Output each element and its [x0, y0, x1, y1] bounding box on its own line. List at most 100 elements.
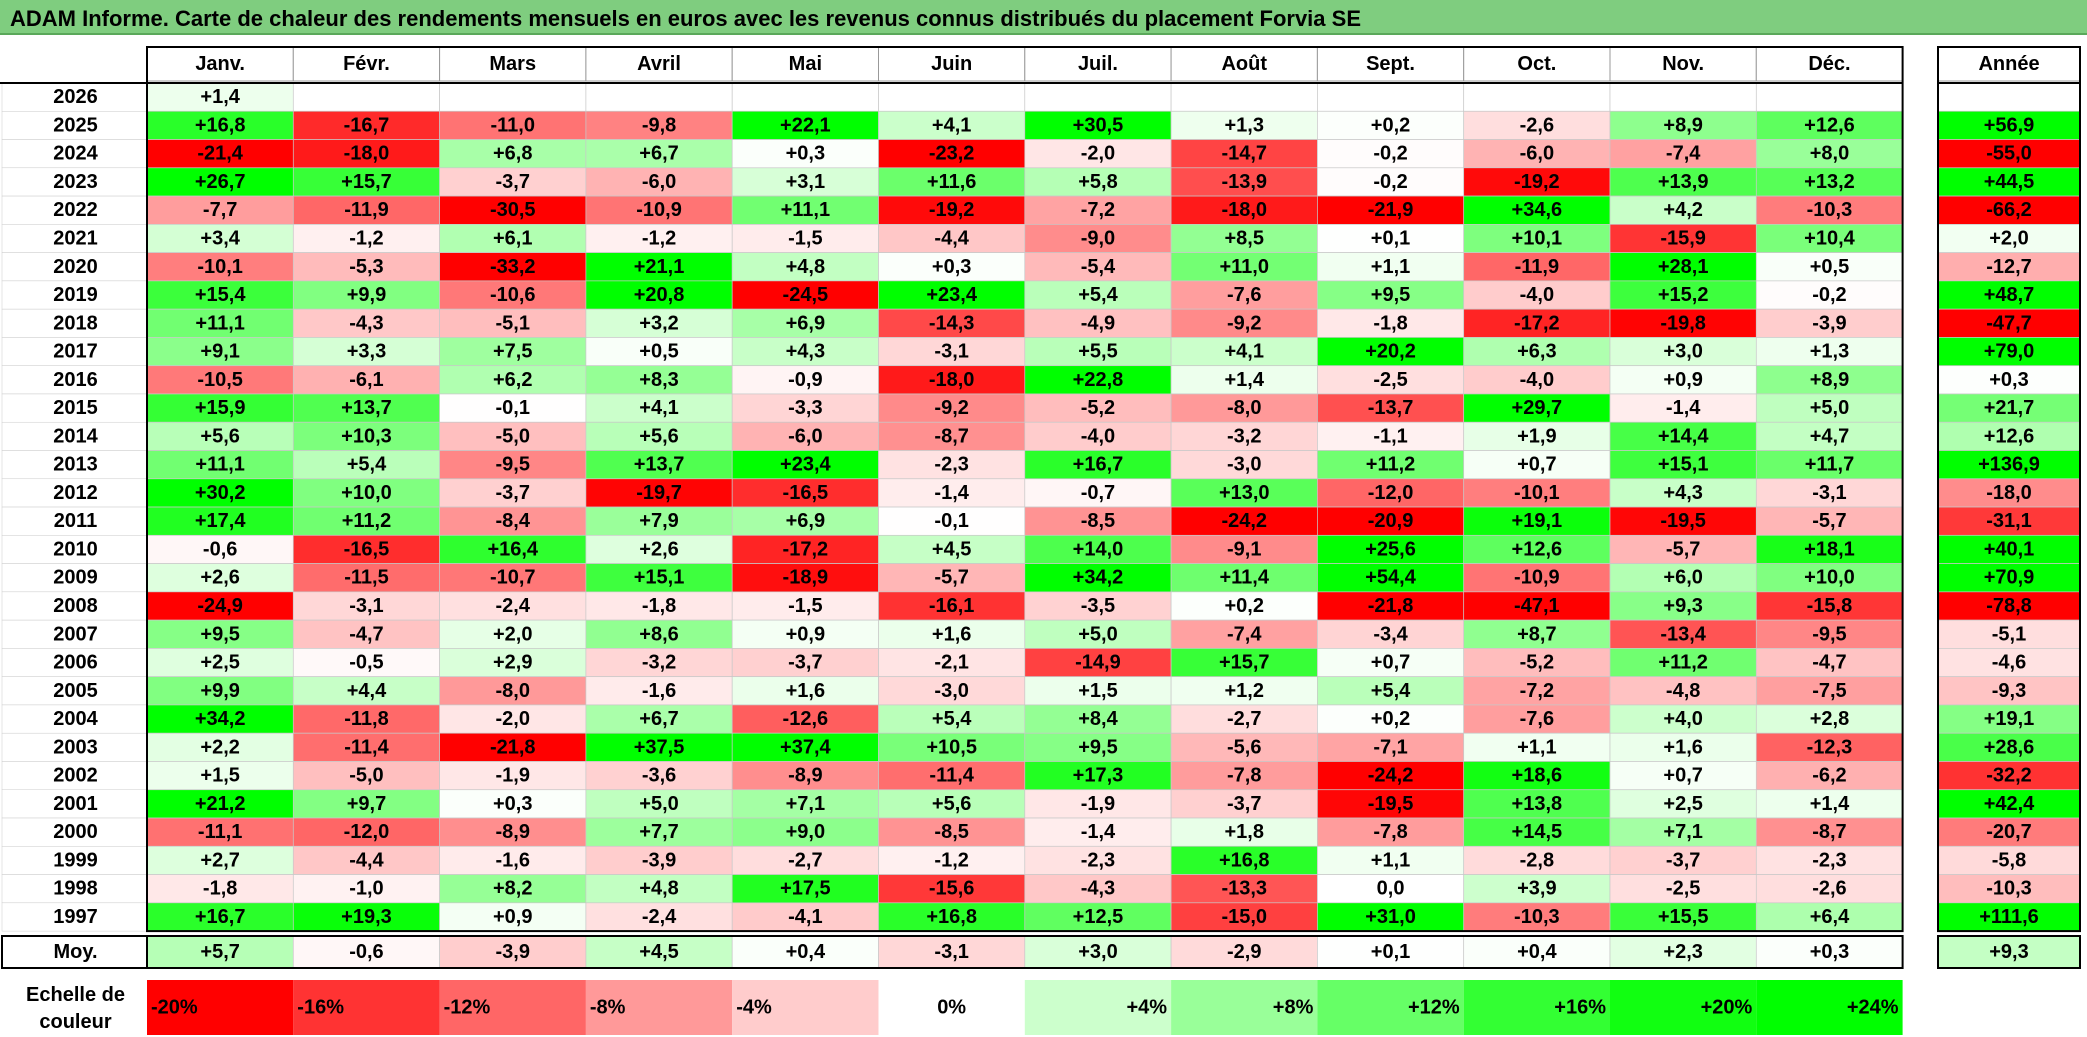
heatmap-cell-value: +20,8: [634, 284, 685, 306]
heatmap-cell: [731, 789, 879, 819]
heatmap-cell-value: -5,7: [1812, 510, 1846, 532]
heatmap-cell-value: +9,1: [200, 341, 239, 363]
heatmap-cell: [1317, 337, 1465, 367]
average-cell-value: +0,3: [1810, 941, 1849, 963]
heatmap-cell-value: -1,4: [1081, 821, 1116, 843]
year-label: 2016: [53, 369, 98, 391]
heatmap-cell: [1317, 563, 1465, 593]
heatmap-cell: [1024, 195, 1172, 225]
scale-stop-label: 0%: [937, 997, 966, 1019]
heatmap-cell-value: -14,3: [929, 312, 975, 334]
heatmap-cell-value: +6,0: [1663, 567, 1702, 589]
heatmap-cell-value: +6,8: [493, 143, 532, 165]
heatmap-cell-value: -1,4: [934, 482, 969, 504]
heatmap-cell-value: -5,7: [1666, 538, 1700, 560]
heatmap-cell: [1024, 534, 1172, 564]
heatmap-cell-value: -4,0: [1081, 425, 1115, 447]
heatmap-cell-value: -3,1: [934, 341, 968, 363]
year-label: 2025: [53, 114, 98, 136]
heatmap-cell: [1463, 110, 1611, 140]
annual-cell-value: +28,6: [1984, 736, 2035, 758]
heatmap-cell-value: -1,6: [642, 680, 676, 702]
heatmap-cell-value: -10,1: [1514, 482, 1560, 504]
heatmap-cell: [1609, 478, 1757, 508]
heatmap-cell-value: +12,6: [1804, 114, 1855, 136]
year-label-cell: [1, 393, 148, 423]
annual-cell: [1937, 845, 2081, 875]
heatmap-cell: [146, 789, 294, 819]
month-header-cell: [439, 46, 587, 82]
average-cell-value: -2,9: [1227, 941, 1261, 963]
annual-cell-value: -12,7: [1986, 256, 2032, 278]
heatmap-cell-value: +3,2: [639, 312, 678, 334]
heatmap-cell: [878, 337, 1026, 367]
heatmap-cell: [1609, 506, 1757, 536]
heatmap-cell: [1755, 817, 1903, 847]
heatmap-cell: [1317, 280, 1465, 310]
heatmap-cell-value: -5,0: [349, 765, 383, 787]
heatmap-cell: [1170, 450, 1318, 480]
heatmap-cell-value: +22,8: [1073, 369, 1124, 391]
heatmap-cell: [292, 365, 440, 395]
heatmap-cell: [1755, 902, 1903, 932]
heatmap-cell: [146, 591, 294, 621]
heatmap-cell-value: -5,2: [1081, 397, 1115, 419]
month-header-cell: [731, 46, 880, 82]
heatmap-cell: [1755, 365, 1903, 395]
heatmap-cell: [1317, 195, 1465, 225]
heatmap-cell: [1170, 902, 1318, 932]
heatmap-cell-value: -2,3: [1081, 849, 1115, 871]
heatmap-cell: [292, 224, 440, 253]
year-label: 2009: [53, 567, 98, 589]
heatmap-cell: [1463, 563, 1611, 593]
heatmap-cell: [1609, 591, 1757, 621]
annual-cell-value: +79,0: [1984, 341, 2035, 363]
heatmap-cell-value: +6,9: [786, 510, 825, 532]
heatmap-cell: [1755, 280, 1903, 310]
heatmap-cell: [878, 421, 1026, 451]
heatmap-cell-value: +3,9: [1517, 878, 1556, 900]
heatmap-cell-value: +2,5: [200, 652, 239, 674]
heatmap-cell-value: +6,2: [493, 369, 532, 391]
year-label: 2007: [53, 623, 98, 645]
heatmap-cell-value: +0,5: [639, 341, 678, 363]
heatmap-cell: [146, 506, 294, 536]
heatmap-cell: [292, 308, 440, 338]
scale-swatch: [293, 980, 440, 1035]
heatmap-cell-value: -7,1: [1373, 736, 1407, 758]
heatmap-cell-value: -13,3: [1221, 878, 1267, 900]
heatmap-cell-value: +34,2: [195, 708, 246, 730]
heatmap-cell-value: +13,0: [1219, 482, 1270, 504]
heatmap-cell: [292, 874, 440, 904]
heatmap-cell: [1170, 704, 1318, 734]
heatmap-cell-value: +4,8: [786, 256, 825, 278]
average-annual-cell: [1937, 935, 2081, 969]
heatmap-cell-value: +12,5: [1073, 906, 1124, 928]
heatmap-cell: [439, 648, 587, 678]
heatmap-cell-value: -18,0: [344, 143, 390, 165]
heatmap-cell: [731, 110, 879, 140]
annual-cell-value: +42,4: [1984, 793, 2035, 815]
heatmap-cell-value: +18,1: [1804, 538, 1855, 560]
heatmap-cell: [1024, 280, 1172, 310]
scale-swatch: [1317, 980, 1464, 1035]
heatmap-cell: [1317, 506, 1465, 536]
heatmap-cell-value: -16,5: [783, 482, 829, 504]
heatmap-cell: [878, 563, 1026, 593]
heatmap-cell-value: -8,5: [1081, 510, 1115, 532]
heatmap-cell-value: +11,2: [342, 510, 392, 532]
heatmap-cell: [1317, 224, 1465, 253]
heatmap-cell-value: -1,5: [788, 595, 822, 617]
heatmap-cell-value: +15,9: [195, 397, 246, 419]
heatmap-cell: [292, 478, 440, 508]
heatmap-cell: [1609, 676, 1757, 706]
average-cell-value: -3,1: [934, 941, 968, 963]
annual-cell-value: -5,8: [1992, 849, 2026, 871]
heatmap-cell-value: +10,0: [341, 482, 392, 504]
scale-swatch: [1463, 980, 1610, 1035]
heatmap-cell-value: -5,6: [1227, 736, 1261, 758]
heatmap-cell-value: -7,8: [1227, 765, 1261, 787]
heatmap-cell-value: +8,9: [1810, 369, 1849, 391]
heatmap-cell: [1609, 534, 1757, 564]
heatmap-cell: [731, 676, 879, 706]
